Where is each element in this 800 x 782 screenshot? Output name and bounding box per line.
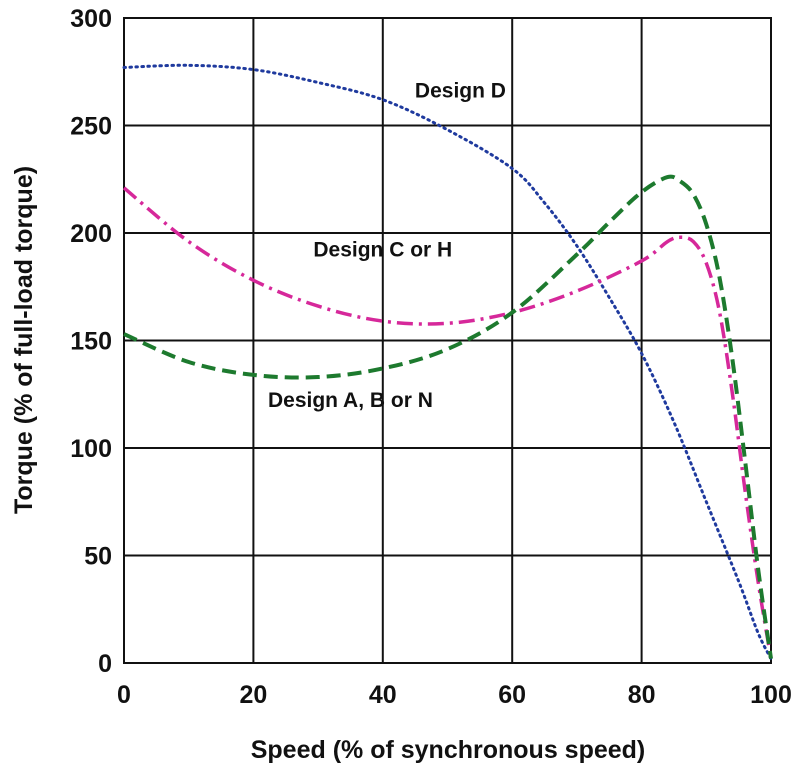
curve-label: Design D — [415, 80, 506, 103]
y-axis-title: Torque (% of full-load torque) — [10, 166, 38, 514]
x-axis-title: Speed (% of synchronous speed) — [251, 736, 646, 764]
x-tick-label: 80 — [628, 681, 656, 709]
curve-label: Design C or H — [313, 239, 452, 262]
x-tick-label: 100 — [750, 681, 792, 709]
series-line-design-d — [122, 63, 773, 661]
y-tick-label: 50 — [84, 543, 112, 571]
series-line-design-a-b-or-n — [123, 174, 773, 659]
y-tick-label: 100 — [70, 435, 112, 463]
curve-label: Design A, B or N — [268, 389, 433, 412]
annotations: Design D Design C or H Design A, B or N — [268, 80, 506, 413]
y-tick-label: 200 — [70, 220, 112, 248]
x-tick-label: 20 — [239, 681, 267, 709]
x-tick-label: 60 — [498, 681, 526, 709]
plot-frame — [123, 17, 772, 664]
x-tick-label: 40 — [369, 681, 397, 709]
y-tick-label: 250 — [70, 113, 112, 141]
tick-labels: 0 20 40 60 80 100 0 50 100 150 200 250 300 — [70, 5, 792, 709]
y-tick-label: 150 — [70, 328, 112, 356]
y-tick-label: 300 — [70, 5, 112, 33]
series-line-design-c-or-h — [122, 186, 773, 659]
y-tick-label: 0 — [98, 650, 112, 678]
grid — [123, 17, 772, 664]
x-tick-label: 0 — [117, 681, 131, 709]
series-layer — [122, 63, 773, 661]
